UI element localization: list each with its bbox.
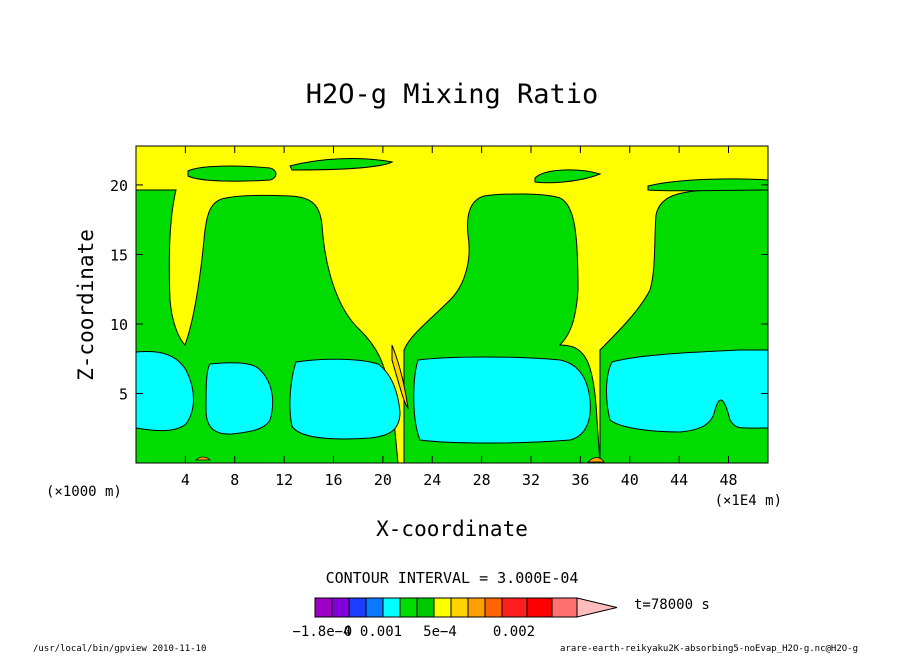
upper-band-far-right [647, 178, 768, 192]
colorbar-cell [433, 597, 452, 618]
x-tick-label: 48 [719, 471, 737, 489]
colorbar-cell [365, 597, 384, 618]
x-unit-left: (×1000 m) [46, 484, 122, 500]
colorbar-cell [348, 597, 367, 618]
colorbar-labels: −1.8e−40 0.001 5e−4 0.002 [292, 624, 535, 640]
colorbar-tick-label: 0.001 [360, 624, 402, 640]
cyan-blob-3 [289, 358, 401, 440]
y-tick-label: 5 [119, 385, 128, 403]
colorbar-cell [450, 597, 469, 618]
cyan-blob-2 [205, 362, 274, 435]
chart-title: H2O-g Mixing Ratio [306, 79, 599, 110]
x-tick-label: 20 [374, 471, 392, 489]
x-tick-label: 24 [423, 471, 441, 489]
contour-interval-text: CONTOUR INTERVAL = 3.000E-04 [326, 569, 579, 587]
bottom-streak-2 [587, 457, 605, 463]
y-axis-label: Z-coordinate [74, 229, 98, 381]
x-unit-right: (×1E4 m) [715, 493, 782, 509]
colorbar-tick-label: 0.002 [493, 624, 535, 640]
x-tick-label: 40 [621, 471, 639, 489]
colorbar-arrow [576, 597, 618, 618]
dry-tongue [391, 344, 409, 410]
bottom-streak-1 [195, 456, 211, 461]
cyan-blob-4 [413, 356, 591, 444]
colorbar-cell [331, 597, 350, 618]
cyan-blob-1 [136, 351, 194, 432]
y-tick-label: 15 [110, 246, 128, 264]
colorbar-cell [526, 597, 553, 618]
footer-right: arare-earth-reikyaku2K-absorbing5-noEvap… [560, 644, 858, 654]
upper-band-left [187, 165, 277, 182]
x-tick-label: 28 [473, 471, 491, 489]
colorbar-cell [501, 597, 528, 618]
plot-frame [135, 145, 769, 464]
x-tick-label: 36 [571, 471, 589, 489]
x-tick-label: 8 [230, 471, 239, 489]
x-tick-label: 12 [275, 471, 293, 489]
x-axis-label: X-coordinate [376, 517, 528, 541]
x-tick-label: 4 [181, 471, 190, 489]
colorbar-tick-label: −1.8e−4 [292, 624, 351, 640]
x-axis: 4 8 12 16 20 24 28 32 36 40 44 48 [181, 146, 738, 489]
x-tick-label: 44 [670, 471, 688, 489]
time-label: t=78000 s [634, 597, 710, 613]
x-tick-label: 32 [522, 471, 540, 489]
colorbar-cell [467, 597, 486, 618]
colorbar-cell [484, 597, 503, 618]
colorbar-cell [416, 597, 435, 618]
colorbar-cell [551, 597, 578, 618]
colorbar [314, 597, 618, 618]
plot-area [135, 145, 769, 464]
x-tick-label: 16 [324, 471, 342, 489]
upper-band-mid [289, 158, 394, 171]
footer-left: /usr/local/bin/gpview 2010-11-10 [33, 644, 206, 654]
colorbar-tick-label: 5e−4 [423, 624, 457, 640]
colorbar-tick-label: 0 [344, 624, 352, 640]
y-tick-label: 10 [110, 316, 128, 334]
y-axis: 5 10 15 20 [110, 177, 768, 403]
y-tick-label: 20 [110, 177, 128, 195]
colorbar-cell [399, 597, 418, 618]
cyan-blob-5 [606, 349, 768, 433]
colorbar-cell [314, 597, 333, 618]
upper-band-right [534, 169, 602, 184]
colorbar-cell [382, 597, 401, 618]
